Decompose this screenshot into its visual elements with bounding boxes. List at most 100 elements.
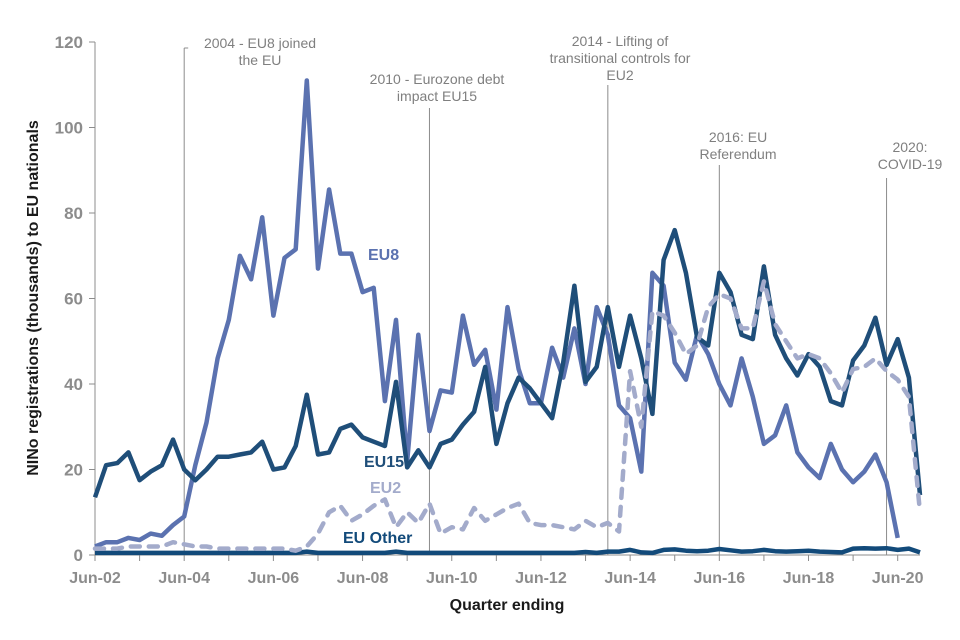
data-point-eu-other <box>338 551 342 555</box>
data-point-eu15 <box>283 465 287 469</box>
data-point-eu2 <box>138 545 142 549</box>
data-point-eu8 <box>160 534 164 538</box>
data-point-eu8 <box>762 442 766 446</box>
data-point-eu15 <box>260 440 264 444</box>
data-point-eu2 <box>840 391 844 395</box>
data-point-eu2 <box>795 356 799 360</box>
data-point-eu15 <box>182 468 186 472</box>
data-point-eu-other <box>528 551 532 555</box>
data-point-eu-other <box>349 551 353 555</box>
data-point-eu-other <box>717 547 721 551</box>
data-point-eu2 <box>673 331 677 335</box>
data-point-eu2 <box>260 547 264 551</box>
data-point-eu15 <box>795 374 799 378</box>
data-point-eu-other <box>260 551 264 555</box>
data-point-eu15 <box>550 416 554 420</box>
data-point-eu8 <box>751 395 755 399</box>
data-point-eu8 <box>428 429 432 433</box>
data-point-eu15 <box>539 401 543 405</box>
data-point-eu8 <box>216 356 220 360</box>
data-point-eu2 <box>205 545 209 549</box>
data-point-eu2 <box>873 356 877 360</box>
x-tick-label: Jun-08 <box>337 570 389 587</box>
data-point-eu2 <box>193 545 197 549</box>
data-point-eu-other <box>740 550 744 554</box>
data-point-eu8 <box>506 305 510 309</box>
data-point-eu-other <box>249 551 253 555</box>
data-point-eu15 <box>773 333 777 337</box>
data-point-eu15 <box>450 438 454 442</box>
data-point-eu-other <box>851 547 855 551</box>
data-point-eu8 <box>606 333 610 337</box>
data-point-eu2 <box>316 532 320 536</box>
data-point-eu8 <box>650 271 654 275</box>
data-point-eu-other <box>327 551 331 555</box>
data-point-eu8 <box>305 79 309 83</box>
data-point-eu8 <box>595 305 599 309</box>
data-point-eu8 <box>104 540 108 544</box>
data-point-eu-other <box>472 551 476 555</box>
data-point-eu-other <box>160 551 164 555</box>
data-point-eu-other <box>193 551 197 555</box>
data-point-eu2 <box>517 502 521 506</box>
data-point-eu15 <box>338 427 342 431</box>
data-point-eu15 <box>160 463 164 467</box>
data-point-eu2 <box>439 532 443 536</box>
annotation-text: transitional controls for <box>550 50 691 66</box>
data-point-eu15 <box>650 412 654 416</box>
data-point-eu-other <box>461 551 465 555</box>
data-point-eu2 <box>472 506 476 510</box>
data-point-eu8 <box>383 399 387 403</box>
data-point-eu8 <box>684 378 688 382</box>
y-tick-label: 80 <box>64 204 83 223</box>
data-point-eu2 <box>740 326 744 330</box>
data-point-eu8 <box>205 421 209 425</box>
data-point-eu2 <box>918 510 922 514</box>
x-tick-label: Jun-14 <box>604 570 656 587</box>
data-point-eu2 <box>784 339 788 343</box>
data-point-eu2 <box>104 547 108 551</box>
data-point-eu15 <box>271 468 275 472</box>
data-point-eu-other <box>171 551 175 555</box>
data-point-eu-other <box>595 551 599 555</box>
data-point-eu8 <box>673 361 677 365</box>
data-point-eu2 <box>773 322 777 326</box>
data-point-eu2 <box>227 547 231 551</box>
data-point-eu-other <box>405 551 409 555</box>
annotation-text: EU2 <box>606 67 633 83</box>
data-point-eu-other <box>650 551 654 555</box>
data-point-eu-other <box>138 551 142 555</box>
data-point-eu15 <box>405 465 409 469</box>
data-point-eu8 <box>851 480 855 484</box>
data-point-eu8 <box>807 465 811 469</box>
data-point-eu15 <box>171 438 175 442</box>
data-point-eu-other <box>316 551 320 555</box>
data-point-eu2 <box>93 547 97 551</box>
data-point-eu8 <box>472 363 476 367</box>
data-point-eu-other <box>494 551 498 555</box>
data-point-eu-other <box>450 551 454 555</box>
data-point-eu15 <box>717 271 721 275</box>
data-point-eu8 <box>517 367 521 371</box>
data-point-eu-other <box>818 550 822 554</box>
data-point-eu-other <box>873 547 877 551</box>
data-point-eu-other <box>572 551 576 555</box>
annotation-text: 2014 - Lifting of <box>572 33 669 49</box>
data-point-eu15 <box>216 455 220 459</box>
data-point-eu15 <box>93 495 97 499</box>
data-point-eu2 <box>628 369 632 373</box>
data-point-eu8 <box>138 538 142 542</box>
data-point-eu2 <box>851 367 855 371</box>
data-point-eu2 <box>829 371 833 375</box>
data-point-eu15 <box>249 450 253 454</box>
x-axis-title: Quarter ending <box>450 597 565 614</box>
data-point-eu-other <box>126 551 130 555</box>
data-point-eu15 <box>684 271 688 275</box>
data-point-eu2 <box>294 549 298 553</box>
data-point-eu-other <box>762 548 766 552</box>
data-point-eu-other <box>227 551 231 555</box>
